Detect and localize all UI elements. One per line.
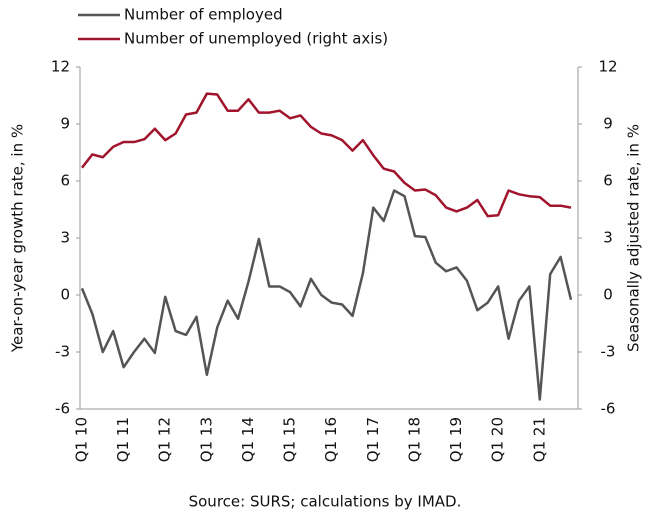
y-tick-label: -6	[55, 400, 70, 418]
x-tick-label: Q1 10	[73, 417, 91, 462]
y2-tick-label: 9	[603, 115, 613, 133]
series-line	[80, 189, 573, 401]
x-tick-label: Q1 17	[364, 417, 382, 462]
x-tick-label: Q1 11	[114, 417, 132, 462]
y2-tick-label: 12	[598, 58, 617, 76]
x-tick-label: Q1 20	[489, 417, 507, 462]
legend-label: Number of employed	[124, 6, 283, 24]
series-line	[81, 92, 572, 218]
x-tick-label: Q1 16	[322, 417, 340, 462]
y2-tick-label: -3	[601, 343, 616, 361]
x-tick-label: Q1 15	[281, 417, 299, 462]
x-tick-label: Q1 13	[197, 417, 215, 462]
y2-tick-label: 0	[603, 286, 613, 304]
y-tick-label: 3	[60, 229, 70, 247]
y-tick-label: 6	[60, 172, 70, 190]
y2-tick-label: 6	[603, 172, 613, 190]
y-tick-label: 9	[60, 115, 70, 133]
y2-tick-label: 3	[603, 229, 613, 247]
x-tick-label: Q1 19	[447, 417, 465, 462]
y-tick-label: 0	[60, 286, 70, 304]
x-tick-label: Q1 18	[405, 417, 423, 462]
legend-label: Number of unemployed (right axis)	[124, 30, 388, 48]
x-tick-label: Q1 14	[239, 417, 257, 462]
source: Source: SURS; calculations by IMAD.	[189, 493, 462, 511]
y-tick-label: 12	[51, 58, 70, 76]
x-tick-label: Q1 12	[156, 417, 174, 462]
x-tick-label: Q1 21	[530, 417, 548, 462]
y2-tick-label: -6	[601, 400, 616, 418]
y2-axis-title: Seasonally adjusted rate, in %	[625, 124, 643, 352]
y-axis-title: Year-on-year growth rate, in %	[9, 124, 27, 353]
y-tick-label: -3	[55, 343, 70, 361]
